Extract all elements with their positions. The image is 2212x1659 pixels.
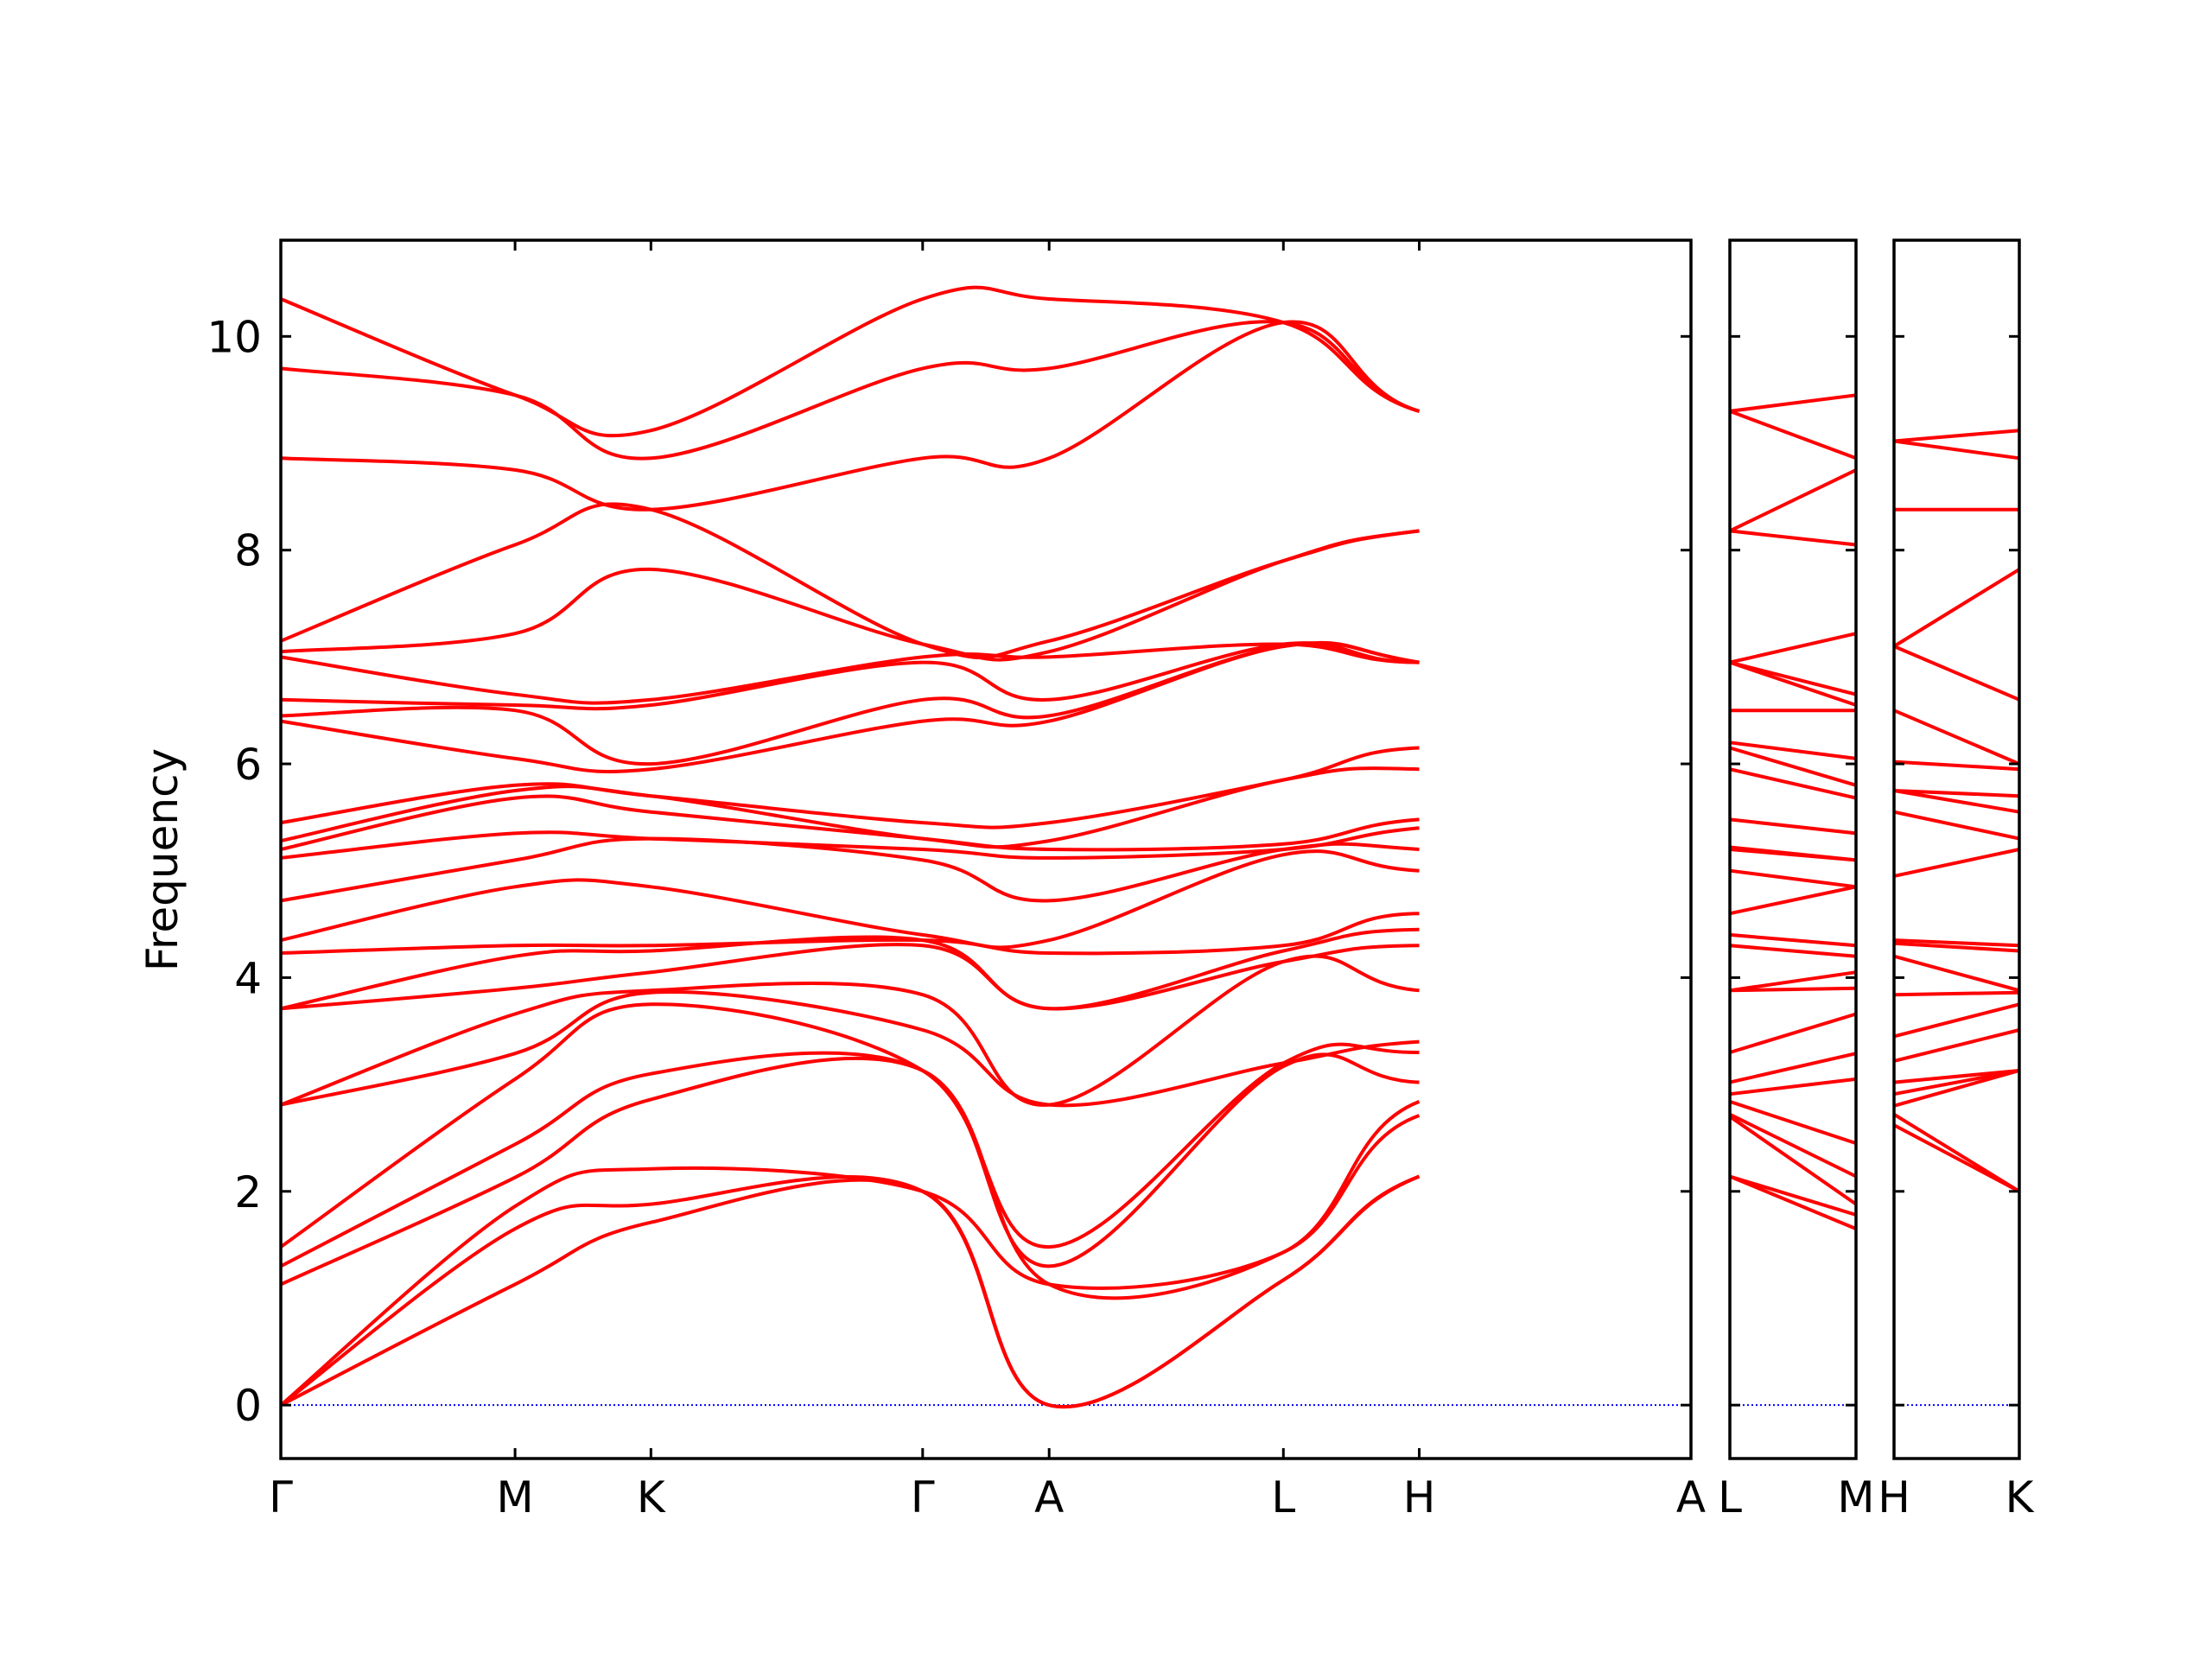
y-tick-label: 8 [234, 526, 262, 576]
band-line-p3-6 [1893, 1002, 2020, 1039]
x-tick-label: L [1718, 1472, 1742, 1522]
band-line-p2-23 [1729, 632, 1857, 664]
band-line-p3-20 [1893, 439, 2020, 461]
band-line-p3-12 [1893, 810, 2020, 841]
band-line-p1-5 [279, 1002, 1420, 1249]
band-line-p1-1 [279, 1174, 1421, 1409]
band-line-p1-21 [280, 529, 1420, 662]
band-line-p2-0 [1729, 1174, 1857, 1230]
band-line-p1-20 [280, 642, 1420, 705]
x-tick-label: L [1271, 1472, 1295, 1522]
band-line-p2-19 [1729, 741, 1857, 760]
band-line-p1-7 [280, 954, 1420, 1107]
band-line-p3-2 [1893, 1069, 2020, 1108]
x-tick-label: A [1676, 1472, 1706, 1522]
band-line-p2-26 [1729, 410, 1857, 461]
band-line-p2-13 [1729, 868, 1857, 889]
band-line-p2-8 [1729, 986, 1857, 993]
band-line-p2-18 [1729, 746, 1857, 787]
panel-frame [1728, 238, 1858, 1460]
y-tick-label: 4 [234, 953, 262, 1003]
band-line-p2-2 [1728, 1115, 1858, 1206]
band-line-p1-16 [280, 746, 1420, 830]
panel-p1: 0 2 4 6 8 10 Γ M K Γ A L H A [207, 238, 1706, 1522]
band-line-p1-14 [280, 794, 1420, 852]
band-line-p3-10 [1893, 938, 2020, 948]
band-line-p3-11 [1893, 848, 2020, 878]
band-line-p3-15 [1893, 760, 2020, 772]
panel-frame [1892, 238, 2021, 1460]
band-line-p1-6 [280, 990, 1420, 1108]
band-line-p2-25 [1729, 468, 1857, 533]
x-tick-label: M [497, 1472, 534, 1522]
x-tick-label: H [1403, 1472, 1436, 1522]
y-axis-label: Frequency [137, 748, 188, 971]
band-line-p3-9 [1893, 941, 2020, 953]
band-line-p1-8 [280, 943, 1420, 1011]
x-tick-label: K [637, 1472, 666, 1522]
band-line-p1-18 [280, 641, 1420, 766]
band-line-p3-1 [1892, 1112, 2021, 1193]
band-line-p3-7 [1893, 990, 2020, 997]
band-line-p1-23 [280, 320, 1421, 512]
band-line-p2-6 [1729, 1052, 1857, 1084]
band-line-p1-2 [279, 1114, 1421, 1407]
y-tick-label: 6 [234, 740, 262, 790]
band-line-p3-8 [1893, 954, 2020, 993]
y-tick-label: 10 [207, 312, 262, 362]
band-line-p2-5 [1729, 1077, 1857, 1096]
band-line-p3-13 [1893, 789, 2020, 814]
band-line-p3-4 [1893, 1069, 2020, 1084]
band-line-p2-9 [1729, 970, 1857, 993]
band-line-p2-1 [1729, 1174, 1857, 1217]
y-tick-label: 0 [234, 1381, 262, 1431]
band-line-p3-16 [1893, 709, 2020, 766]
band-line-p2-24 [1729, 529, 1857, 547]
band-line-p1-10 [280, 912, 1420, 956]
band-line-p2-22 [1729, 660, 1857, 696]
band-line-p1-22 [280, 502, 1420, 660]
band-line-p1-25 [280, 285, 1421, 438]
band-line-p1-11 [280, 849, 1420, 950]
band-line-p3-18 [1892, 568, 2021, 648]
band-line-p2-16 [1729, 817, 1857, 836]
band-line-p2-12 [1729, 885, 1857, 916]
band-line-p3-5 [1893, 1028, 2020, 1063]
band-line-p2-15 [1729, 845, 1857, 862]
x-tick-label: Γ [911, 1472, 935, 1522]
band-line-p2-7 [1729, 1012, 1857, 1054]
y-tick-label: 2 [234, 1167, 262, 1217]
band-line-p2-17 [1729, 767, 1857, 800]
panel-frame [279, 238, 1693, 1460]
band-line-p2-10 [1729, 944, 1857, 958]
band-line-p3-14 [1893, 789, 2020, 798]
x-tick-label: Γ [269, 1472, 293, 1522]
band-line-p1-24 [280, 320, 1421, 461]
band-line-p1-13 [280, 826, 1420, 860]
band-line-p1-0 [280, 1174, 1421, 1409]
band-line-p2-11 [1729, 932, 1857, 948]
x-tick-label: M [1837, 1472, 1874, 1522]
x-tick-label: A [1034, 1472, 1064, 1522]
band-line-p3-3 [1893, 1069, 2020, 1096]
x-tick-label: K [2005, 1472, 2035, 1522]
band-line-p2-4 [1729, 1100, 1857, 1145]
band-line-p2-3 [1729, 1112, 1857, 1179]
band-line-p3-17 [1893, 645, 2020, 702]
band-line-p1-4 [280, 1051, 1420, 1268]
x-tick-label: H [1878, 1472, 1910, 1522]
band-line-p2-27 [1729, 393, 1857, 413]
band-line-p3-21 [1893, 429, 2020, 443]
